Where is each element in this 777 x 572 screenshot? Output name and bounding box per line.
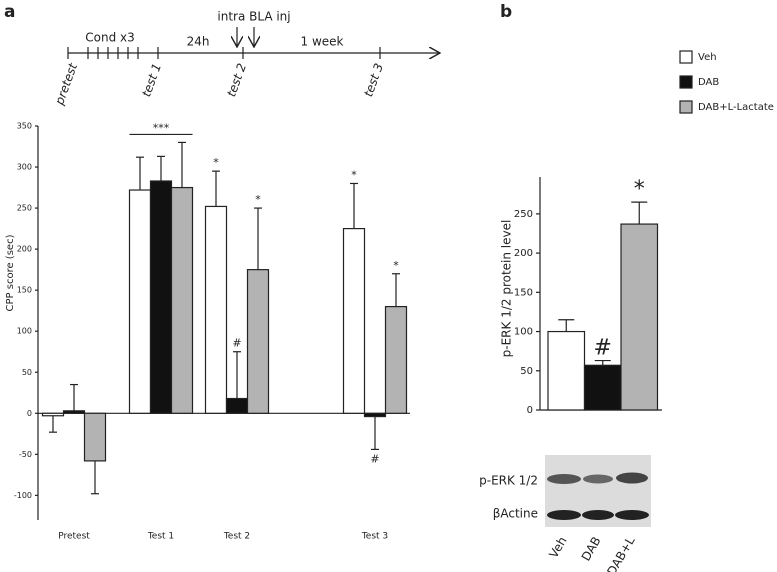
y-tick-label: 200: [514, 248, 533, 259]
y-tick-label: 300: [17, 163, 32, 172]
significance-marker: #: [594, 336, 612, 361]
significance-marker: #: [232, 337, 241, 350]
bar: [620, 223, 659, 411]
legend-label: DAB+L-Lactate: [698, 102, 774, 113]
timeline-label: intra BLA inj: [217, 10, 290, 24]
blot-band: [547, 510, 581, 520]
legend-label: Veh: [698, 52, 717, 63]
bar: [128, 189, 152, 414]
legend-label: DAB: [698, 77, 719, 88]
y-tick-label: 50: [22, 368, 32, 377]
timeline-label: 1 week: [301, 35, 344, 49]
significance-marker: ***: [153, 121, 170, 134]
significance-marker: *: [255, 193, 261, 206]
x-tick-label: DAB: [579, 534, 604, 563]
y-tick-label: 0: [527, 405, 533, 416]
bar: [225, 397, 249, 414]
bar: [204, 205, 228, 414]
panel-label: a: [4, 2, 15, 22]
legend-swatch: [679, 100, 693, 114]
x-tick-label: Veh: [546, 534, 569, 560]
bar: [170, 186, 194, 414]
legend-swatch: [679, 75, 693, 89]
blot-band: [582, 510, 614, 520]
y-tick-label: -100: [14, 491, 32, 500]
bar: [363, 412, 387, 418]
timeline-label: pretest: [52, 60, 81, 107]
y-axis-label: CPP score (sec): [5, 234, 16, 311]
significance-marker: *: [213, 156, 219, 169]
x-tick-label: Pretest: [58, 532, 90, 542]
y-tick-label: 0: [27, 409, 32, 418]
timeline-label: test 2: [224, 61, 249, 98]
blot-band: [583, 474, 613, 484]
blot-band: [547, 474, 581, 484]
y-tick-label: 150: [17, 286, 32, 295]
bar: [342, 228, 366, 414]
x-tick-label: Test 3: [361, 532, 388, 542]
legend-swatch: [679, 50, 693, 64]
timeline-label: test 3: [361, 61, 386, 98]
bar: [41, 412, 65, 417]
significance-marker: *: [634, 177, 645, 202]
blot-band: [616, 472, 648, 484]
bar: [62, 410, 86, 414]
bar: [384, 305, 408, 414]
y-tick-label: -50: [19, 450, 32, 459]
y-tick-label: 200: [17, 245, 32, 254]
bar: [83, 412, 107, 462]
y-tick-label: 100: [514, 327, 533, 338]
western-blot: p-ERK 1/2 βActine: [479, 455, 651, 527]
blot-label: p-ERK 1/2: [479, 474, 538, 488]
y-tick-label: 350: [17, 122, 32, 131]
y-axis-label: p-ERK 1/2 protein level: [500, 220, 514, 358]
x-tick-label: DAB+L: [604, 534, 637, 572]
bar: [547, 330, 586, 411]
y-tick-label: 250: [514, 209, 533, 220]
significance-marker: *: [351, 168, 357, 181]
timeline-label: 24h: [187, 35, 210, 49]
significance-marker: *: [393, 259, 399, 272]
bar: [583, 364, 622, 411]
timeline-label: Cond x3: [85, 31, 135, 45]
timeline-label: test 1: [139, 61, 164, 98]
y-tick-label: 250: [17, 204, 32, 213]
blot-band: [615, 510, 649, 520]
timeline: Cond x3 24h intra BLA inj 1 week pretest…: [52, 10, 440, 108]
panel-label: b: [500, 2, 512, 22]
significance-marker: #: [370, 452, 379, 465]
y-tick-label: 150: [514, 287, 533, 298]
bar: [149, 180, 173, 414]
x-tick-label: Test 1: [147, 532, 174, 542]
blot-label: βActine: [493, 507, 538, 521]
x-tick-label: Test 2: [223, 532, 250, 542]
y-tick-label: 100: [17, 327, 32, 336]
bar: [246, 269, 270, 414]
y-tick-label: 50: [520, 366, 533, 377]
